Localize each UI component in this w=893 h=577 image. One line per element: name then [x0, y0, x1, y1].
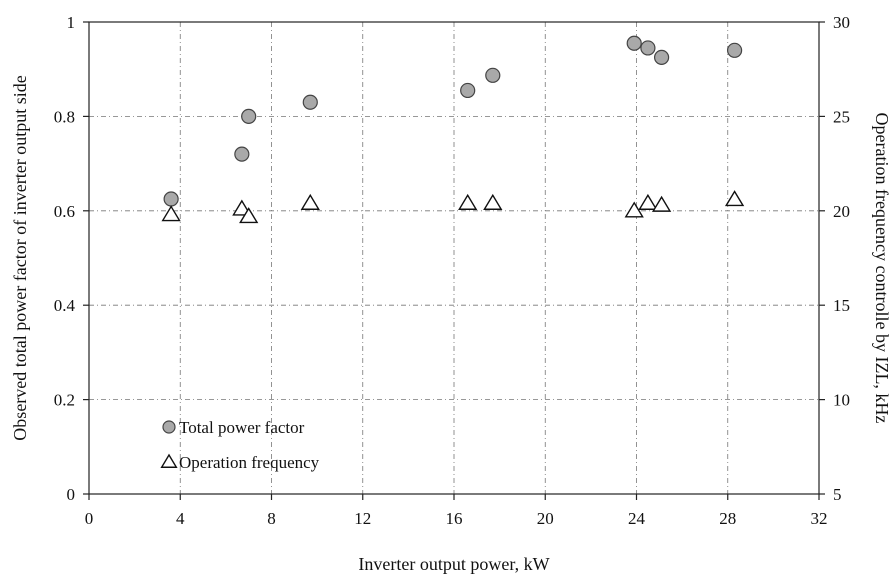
x-tick-label: 20	[537, 509, 554, 528]
power-factor-point	[653, 49, 670, 66]
y-tick-label: 0.2	[54, 391, 75, 410]
power-factor-point	[726, 42, 743, 58]
grid-lines	[89, 22, 819, 494]
power-factor-point	[163, 191, 179, 207]
x-tick-label: 8	[267, 509, 276, 528]
legend-triangle-marker	[160, 453, 178, 468]
legend-label-power-factor: Total power factor	[179, 418, 305, 437]
frequency-point	[161, 205, 181, 222]
frequency-point	[651, 195, 672, 212]
x-tick-label: 4	[176, 509, 185, 528]
legend-circle-marker	[162, 420, 176, 434]
y2-tick-label: 10	[833, 391, 850, 410]
frequency-point	[638, 193, 658, 210]
power-factor-point	[302, 94, 318, 110]
y2-tick-label: 5	[833, 485, 842, 504]
power-factor-point	[640, 40, 656, 56]
y-tick-label: 1	[67, 13, 76, 32]
x-tick-label: 16	[446, 509, 463, 528]
x-tick-label: 0	[85, 509, 94, 528]
y-tick-label: 0	[67, 485, 76, 504]
legend: Total power factor Operation frequency	[160, 418, 320, 472]
y-tick-label: 0.6	[54, 202, 75, 221]
frequency-point	[724, 190, 745, 207]
power-factor-point	[626, 35, 642, 51]
y-tick-label: 0.8	[54, 107, 75, 126]
x-axis-label: Inverter output power, kW	[358, 554, 549, 574]
y2-tick-label: 15	[833, 296, 850, 315]
x-tick-label: 28	[719, 509, 736, 528]
power-factor-point	[234, 146, 250, 162]
power-factor-point	[460, 82, 476, 99]
frequency-point	[300, 193, 320, 210]
frequency-point	[458, 193, 478, 210]
y-tick-label: 0.4	[54, 296, 76, 315]
x-tick-label: 32	[811, 509, 828, 528]
power-factor-point	[241, 108, 257, 125]
data-points	[161, 35, 745, 224]
power-factor-point	[485, 67, 501, 83]
y2-tick-label: 25	[833, 107, 850, 126]
legend-label-frequency: Operation frequency	[179, 453, 320, 472]
frequency-point	[483, 193, 503, 210]
x-tick-label: 12	[354, 509, 371, 528]
x-tick-label: 24	[628, 509, 646, 528]
y2-tick-label: 30	[833, 13, 850, 32]
y2-axis-label: Operation frequency controlle by IZL, kH…	[872, 113, 892, 424]
y2-tick-label: 20	[833, 202, 850, 221]
frequency-point	[232, 199, 252, 216]
y-axis-label: Observed total power factor of inverter …	[10, 75, 30, 440]
frequency-point	[239, 207, 259, 224]
